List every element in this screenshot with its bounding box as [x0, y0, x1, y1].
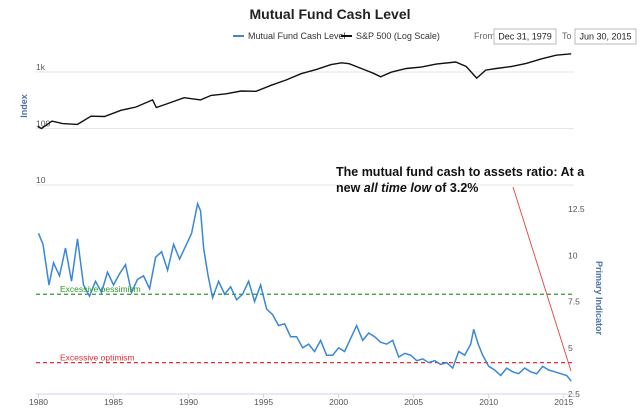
x-tick-label: 2010	[479, 397, 498, 407]
date-range-selector: From Dec 31, 1979 To Jun 30, 2015	[474, 28, 637, 45]
x-tick-label: 2005	[404, 397, 423, 407]
annotation-line-1: The mutual fund cash to assets ratio: At…	[336, 165, 585, 179]
x-tick-label: 1980	[29, 397, 48, 407]
lower-y-tick-label: 10	[568, 250, 578, 260]
annotation-prefix: new	[336, 181, 364, 195]
upper-y-axis-title: Index	[19, 94, 29, 118]
excessive-optimism-label: Excessive optimism	[60, 353, 135, 363]
to-date-box[interactable]	[574, 28, 637, 45]
lower-y-tick-label: 5	[568, 343, 573, 353]
annotation-suffix: of 3.2%	[431, 181, 478, 195]
sp500-series-line[interactable]	[37, 53, 572, 130]
legend-label-cash[interactable]: Mutual Fund Cash Level	[248, 31, 346, 41]
from-date-input[interactable]: Dec 31, 1979	[498, 32, 552, 42]
x-tick-label: 1990	[179, 397, 198, 407]
upper-y-tick-label: 1k	[36, 62, 46, 72]
from-date-box[interactable]	[493, 28, 557, 45]
lower-y-tick-label: 7.5	[568, 297, 580, 307]
x-tick-label: 2015	[554, 397, 573, 407]
legend-label-sp500[interactable]: S&P 500 (Log Scale)	[356, 31, 440, 41]
annotation-emphasis: all time low	[364, 181, 433, 195]
cash-level-series-line[interactable]	[37, 201, 572, 382]
chart-title: Mutual Fund Cash Level	[249, 6, 410, 22]
annotation-arrow	[512, 186, 572, 372]
upper-y-tick-label: 10	[36, 175, 46, 185]
lower-y-tick-label: 12.5	[568, 204, 585, 214]
from-label: From	[474, 31, 495, 41]
legend[interactable]: Mutual Fund Cash Level S&P 500 (Log Scal…	[233, 31, 440, 41]
lower-panel: 2.5 5 7.5 10 12.5 Primary Indicator Excessiv…	[36, 201, 604, 399]
x-axis: 1980 1985 1990 1995 2000 2005 2010 2015	[29, 393, 574, 407]
x-tick-label: 1985	[104, 397, 123, 407]
x-tick-label: 1995	[254, 397, 273, 407]
upper-panel: 10 100 1k Index	[19, 53, 574, 186]
lower-y-tick-label: 2.5	[568, 389, 580, 399]
lower-y-axis-title: Primary Indicator	[594, 261, 604, 336]
upper-y-tick-label: 100	[36, 118, 50, 128]
x-tick-label: 2000	[329, 397, 348, 407]
lower-y-ticks: 2.5 5 7.5 10 12.5	[568, 204, 585, 399]
to-label: To	[562, 31, 572, 41]
annotation-line-2: new all time low of 3.2%	[336, 181, 478, 195]
upper-y-ticks: 10 100 1k	[36, 62, 50, 185]
to-date-input[interactable]: Jun 30, 2015	[579, 32, 631, 42]
excessive-pessimism-label: Excessive pessimism	[60, 284, 141, 294]
annotation: The mutual fund cash to assets ratio: At…	[336, 165, 585, 372]
